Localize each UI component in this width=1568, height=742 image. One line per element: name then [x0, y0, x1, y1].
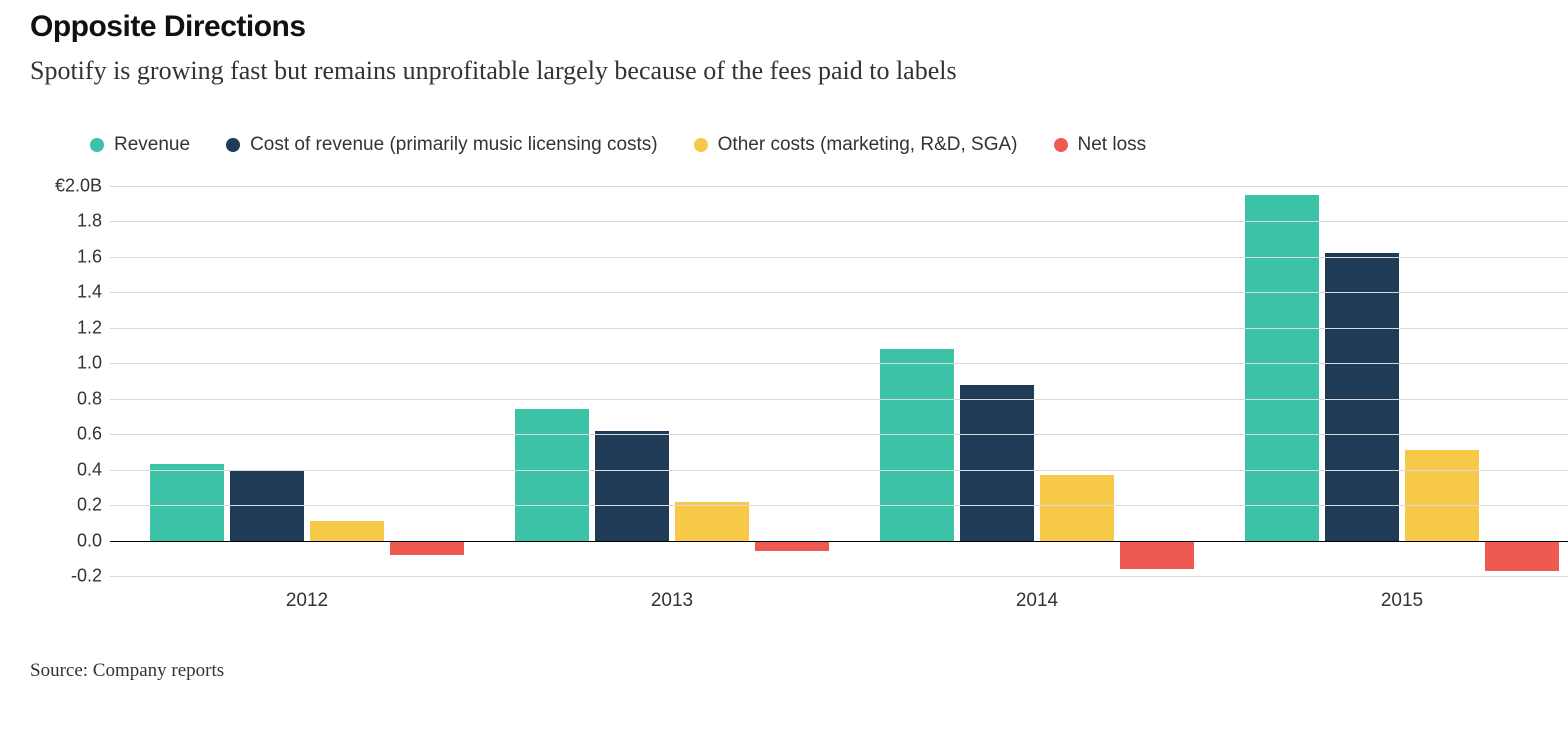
legend-label: Net loss [1078, 134, 1147, 156]
y-tick-label: 0.2 [77, 495, 102, 516]
y-tick-label: 0.6 [77, 424, 102, 445]
zero-line [110, 541, 1568, 542]
gridline [110, 505, 1568, 506]
legend-item-revenue: Revenue [90, 134, 190, 156]
bar-cost_of_revenue [960, 385, 1034, 541]
gridline [110, 576, 1568, 577]
bar-net_loss [1120, 541, 1194, 569]
bar-other_costs [1040, 475, 1114, 541]
bars-layer [110, 186, 1568, 576]
y-tick-label: 1.4 [77, 282, 102, 303]
y-tick-label: 1.6 [77, 246, 102, 267]
y-tick-label: 1.2 [77, 317, 102, 338]
gridline [110, 434, 1568, 435]
y-tick-label: 0.8 [77, 388, 102, 409]
y-tick-label: -0.2 [71, 566, 102, 587]
bar-cost_of_revenue [1325, 253, 1399, 540]
gridline [110, 399, 1568, 400]
y-tick-label: 0.4 [77, 459, 102, 480]
bar-net_loss [755, 541, 829, 552]
y-tick-label: €2.0B [55, 176, 102, 197]
x-tick-label: 2015 [1381, 590, 1423, 612]
bar-cost_of_revenue [595, 431, 669, 541]
legend-dot-icon [1054, 138, 1068, 152]
bar-other_costs [1405, 450, 1479, 540]
bar-revenue [880, 349, 954, 540]
x-tick-label: 2014 [1016, 590, 1058, 612]
gridline [110, 186, 1568, 187]
bar-revenue [515, 409, 589, 540]
x-tick-label: 2012 [286, 590, 328, 612]
gridline [110, 257, 1568, 258]
legend-item-net_loss: Net loss [1054, 134, 1147, 156]
gridline [110, 221, 1568, 222]
bar-other_costs [310, 521, 384, 541]
bar-net_loss [1485, 541, 1559, 571]
chart-title: Opposite Directions [30, 10, 1538, 44]
bar-net_loss [390, 541, 464, 555]
legend-label: Cost of revenue (primarily music licensi… [250, 134, 658, 156]
y-tick-label: 0.0 [77, 530, 102, 551]
x-axis: 2012 2013 2014 2015 [110, 590, 1568, 616]
legend-dot-icon [90, 138, 104, 152]
bar-revenue [150, 464, 224, 540]
gridline [110, 328, 1568, 329]
chart: €2.0B1.81.61.41.21.00.80.60.40.20.0-0.2 … [30, 186, 1538, 616]
legend-item-cost_of_revenue: Cost of revenue (primarily music licensi… [226, 134, 658, 156]
legend: Revenue Cost of revenue (primarily music … [90, 134, 1538, 156]
gridline [110, 292, 1568, 293]
y-tick-label: 1.0 [77, 353, 102, 374]
bar-revenue [1245, 195, 1319, 541]
gridline [110, 363, 1568, 364]
legend-label: Revenue [114, 134, 190, 156]
chart-subtitle: Spotify is growing fast but remains unpr… [30, 56, 1538, 86]
y-axis: €2.0B1.81.61.41.21.00.80.60.40.20.0-0.2 [30, 186, 102, 576]
x-tick-label: 2013 [651, 590, 693, 612]
y-tick-label: 1.8 [77, 211, 102, 232]
legend-item-other_costs: Other costs (marketing, R&D, SGA) [694, 134, 1018, 156]
legend-dot-icon [226, 138, 240, 152]
gridline [110, 470, 1568, 471]
plot-area [110, 186, 1568, 576]
chart-source: Source: Company reports [30, 660, 1538, 682]
legend-dot-icon [694, 138, 708, 152]
legend-label: Other costs (marketing, R&D, SGA) [718, 134, 1018, 156]
bar-other_costs [675, 502, 749, 541]
